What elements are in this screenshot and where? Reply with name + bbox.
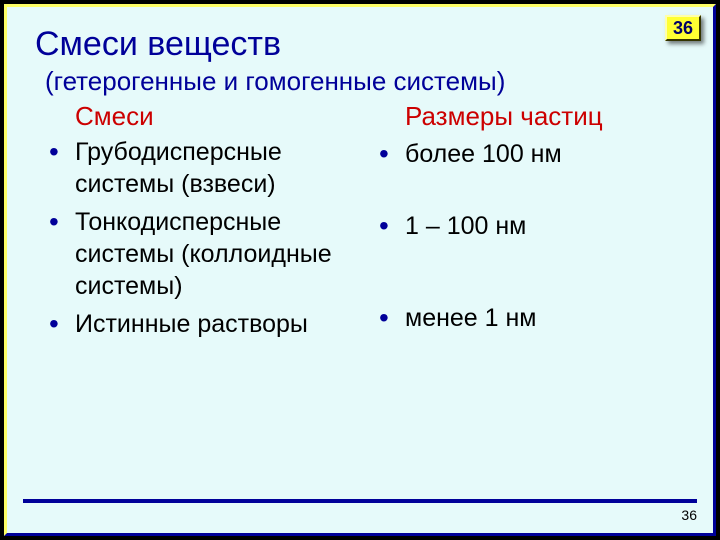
slide-subtitle: (гетерогенные и гомогенные системы) xyxy=(45,66,685,97)
slide-title: Смеси веществ xyxy=(35,25,685,64)
list-item: Грубодисперсные системы (взвеси) xyxy=(35,136,355,200)
list-item: менее 1 нм xyxy=(365,302,685,334)
left-column-heading: Смеси xyxy=(75,101,355,132)
left-column: Смеси Грубодисперсные системы (взвеси) Т… xyxy=(35,101,355,346)
footer-divider xyxy=(23,499,697,503)
right-column: Размеры частиц более 100 нм 1 – 100 нм м… xyxy=(365,101,685,346)
right-column-heading: Размеры частиц xyxy=(405,101,685,132)
page-number-badge: 36 xyxy=(665,15,701,41)
left-list: Грубодисперсные системы (взвеси) Тонкоди… xyxy=(35,136,355,340)
list-item: Тонкодисперсные системы (коллоидные сист… xyxy=(35,206,355,302)
list-item: Истинные растворы xyxy=(35,308,355,340)
slide-frame: 36 Смеси веществ (гетерогенные и гомоген… xyxy=(4,4,716,536)
content-columns: Смеси Грубодисперсные системы (взвеси) Т… xyxy=(35,101,685,346)
list-item: 1 – 100 нм xyxy=(365,210,685,242)
right-list: более 100 нм 1 – 100 нм менее 1 нм xyxy=(365,138,685,334)
list-item: более 100 нм xyxy=(365,138,685,170)
footer-page-number: 36 xyxy=(681,507,697,523)
